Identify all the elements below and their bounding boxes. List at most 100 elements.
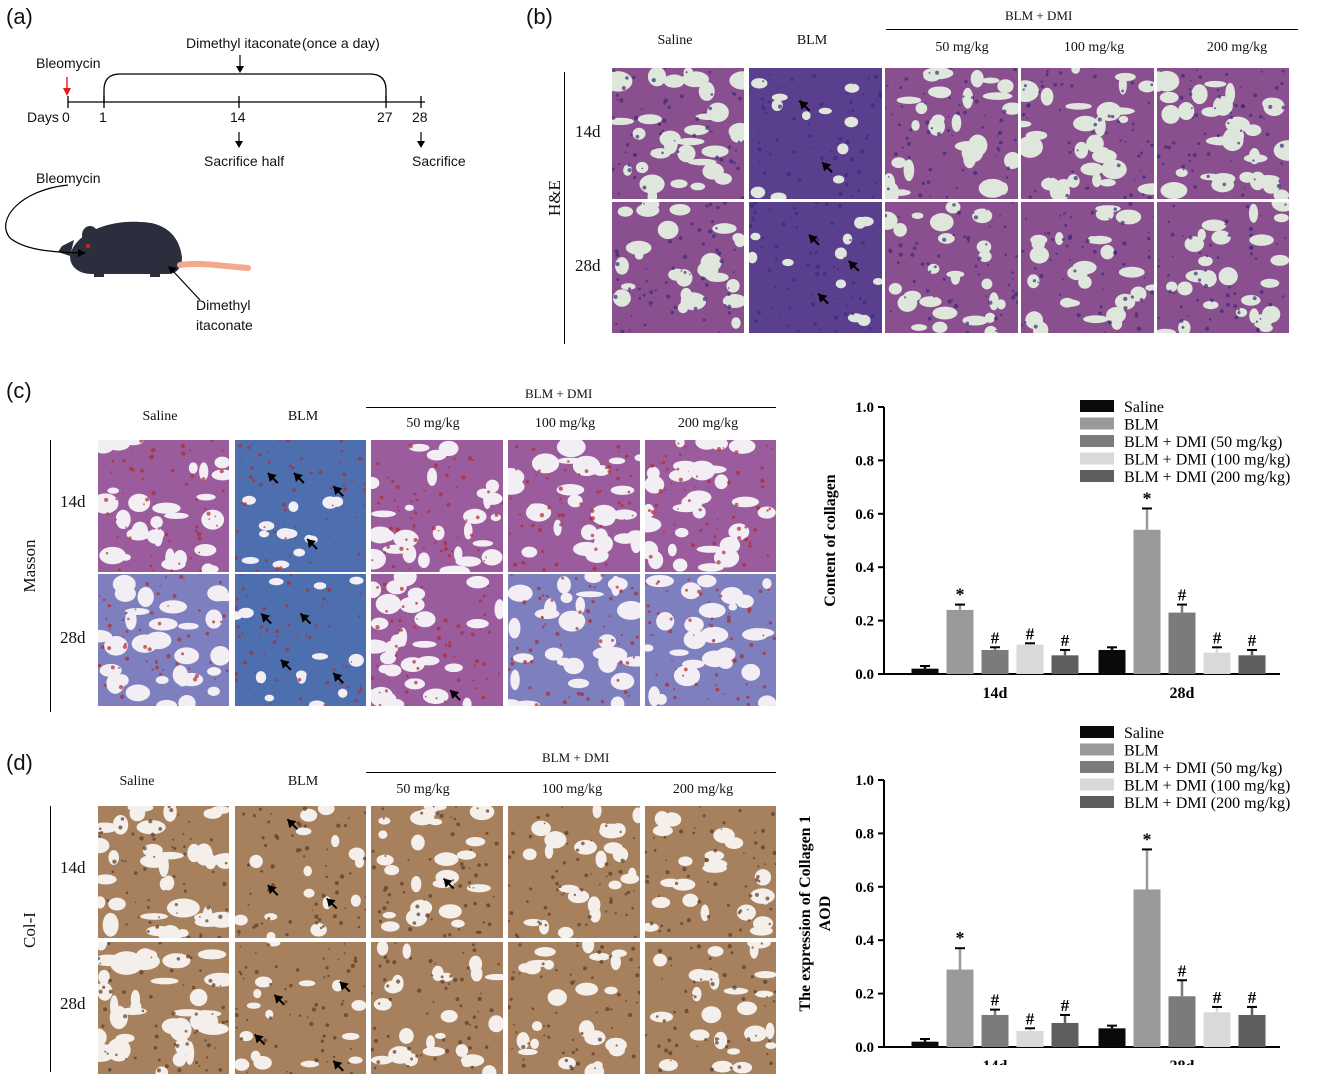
mouse-illustration — [58, 221, 251, 277]
collagen-content-chart: 0.0 0.2 0.4 0.6 0.8 1.0 Content of collagen 14d… — [822, 399, 1290, 702]
bar — [1016, 644, 1044, 674]
legend-label: Saline — [1124, 399, 1164, 416]
legend-label: BLM + DMI (200 mg/kg) — [1124, 795, 1290, 812]
bar — [981, 649, 1009, 674]
y-tick-label: 0.4 — [855, 560, 874, 576]
annotation-arrow-icon — [280, 659, 292, 671]
panel-b-col-100: 100 mg/kg — [1063, 40, 1125, 55]
panel-b-group-rule — [886, 29, 1298, 30]
significance-mark: * — [1143, 488, 1152, 508]
bar — [1016, 1030, 1044, 1047]
masson-micrograph — [508, 574, 640, 706]
panel-b-group-header: BLM + DMI — [1005, 8, 1073, 23]
masson-micrograph — [98, 574, 229, 706]
annotation-arrow-icon — [848, 260, 860, 272]
annotation-arrow-icon — [798, 100, 811, 112]
bar — [1133, 889, 1161, 1047]
sacrifice-half-label: Sacrifice half — [204, 153, 285, 169]
y-tick-label: 0.6 — [855, 507, 874, 523]
annotation-arrow-icon — [299, 612, 312, 625]
panel-d-letter: (d) — [6, 750, 33, 775]
panel-a-letter: (a) — [6, 4, 33, 29]
x-category-label: 14d — [983, 1058, 1008, 1065]
panel-c-row-28d: 28d — [60, 628, 86, 647]
bar — [1203, 1012, 1231, 1047]
legend-swatch — [1080, 452, 1114, 465]
he-micrograph — [1021, 68, 1154, 199]
panel-b-row-rule — [564, 72, 565, 344]
day-tick-14: 14 — [230, 109, 246, 125]
panel-c-col-200: 200 mg/kg — [677, 416, 739, 431]
legend-label: BLM — [1124, 417, 1159, 434]
legend-swatch — [1080, 796, 1114, 808]
x-category-label: 14d — [983, 685, 1008, 702]
significance-mark: # — [1061, 631, 1070, 650]
bar — [1098, 1028, 1126, 1047]
bar — [981, 1014, 1009, 1047]
significance-mark: # — [1178, 961, 1187, 980]
bar — [1238, 1014, 1266, 1047]
day-tick-27: 27 — [377, 109, 393, 125]
sacrifice-half-arrow — [235, 141, 243, 148]
y-axis-label-2: AOD — [817, 896, 834, 932]
bleomycin-red-arrow — [63, 88, 71, 96]
annotation-arrow-icon — [339, 980, 351, 993]
y-axis-label: Content of collagen — [822, 474, 839, 607]
significance-mark: # — [1213, 628, 1222, 647]
y-tick-label: 0.2 — [855, 987, 874, 1003]
he-micrograph — [749, 202, 882, 333]
he-micrograph — [1157, 202, 1289, 333]
panel-c-stain-label: Masson — [20, 539, 39, 593]
panel-d-row-rule — [50, 806, 51, 1072]
panel-b-letter: (b) — [526, 4, 553, 29]
panel-d-col-200: 200 mg/kg — [672, 782, 734, 797]
significance-mark: # — [991, 628, 1000, 647]
legend-swatch — [1080, 761, 1114, 773]
annotation-arrow-icon — [286, 818, 299, 830]
he-micrograph — [885, 68, 1018, 199]
x-category-label: 28d — [1170, 1058, 1195, 1065]
y-tick-label: 0.0 — [855, 1040, 874, 1056]
significance-mark: # — [1178, 586, 1187, 605]
annotation-arrow-icon — [821, 161, 833, 174]
collagen1-expression-chart: 0.0 0.2 0.4 0.6 0.8 1.0 The expression of Coll… — [797, 725, 1290, 1065]
dmi-arrow — [236, 66, 244, 73]
sacrifice-arrow — [417, 141, 425, 148]
he-micrograph — [885, 202, 1018, 333]
bar — [946, 969, 974, 1047]
panel-c-col-saline: Saline — [142, 409, 178, 424]
days-label: Days — [27, 109, 59, 125]
legend-label: Saline — [1124, 725, 1164, 742]
panel-d-col-blm: BLM — [287, 774, 319, 789]
legend-swatch — [1080, 400, 1114, 412]
panel-b-row-28d: 28d — [575, 256, 601, 275]
significance-mark: # — [1061, 996, 1070, 1015]
sacrifice-label: Sacrifice — [412, 153, 466, 169]
once-a-day-label: (once a day) — [302, 35, 380, 51]
panel-d-row-14d: 14d — [60, 858, 86, 877]
y-tick-label: 1.0 — [855, 400, 874, 416]
panel-d-col-saline: Saline — [119, 774, 155, 789]
he-micrograph — [1021, 202, 1154, 333]
bleomycin-top-label: Bleomycin — [36, 55, 101, 71]
legend-swatch — [1080, 726, 1114, 738]
dmi-line — [171, 269, 201, 301]
he-micrograph — [612, 68, 744, 199]
significance-mark: * — [956, 928, 965, 948]
significance-mark: # — [1213, 988, 1222, 1007]
col1-ihc-micrograph — [508, 806, 640, 938]
panel-c-col-100: 100 mg/kg — [534, 416, 596, 431]
annotation-arrow-icon — [260, 612, 272, 625]
annotation-arrow-icon — [808, 234, 820, 246]
col1-ihc-micrograph — [508, 942, 640, 1074]
panel-c-group-header: BLM + DMI — [525, 386, 593, 401]
legend-label: BLM + DMI (100 mg/kg) — [1124, 778, 1290, 795]
y-tick-label: 0.8 — [855, 453, 874, 469]
significance-mark: * — [1143, 829, 1152, 849]
col1-ihc-micrograph — [645, 806, 776, 938]
bar — [1203, 652, 1231, 674]
annotation-arrow-icon — [332, 1060, 344, 1072]
he-micrograph — [749, 68, 882, 199]
col1-ihc-micrograph — [98, 942, 229, 1074]
annotation-arrow-icon — [325, 897, 338, 910]
